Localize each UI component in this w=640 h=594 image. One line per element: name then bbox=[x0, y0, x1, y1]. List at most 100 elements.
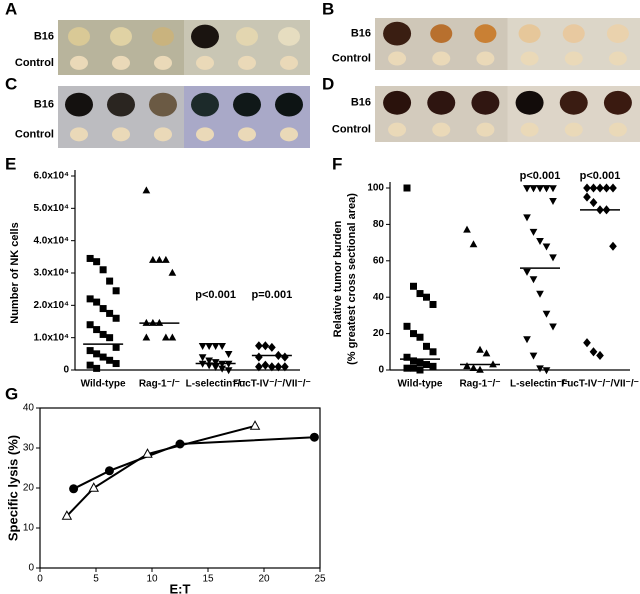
tumor bbox=[562, 24, 585, 43]
y-tick-label: 4.0x10⁴ bbox=[33, 235, 69, 246]
x-tick-label: Rag-1⁻/⁻ bbox=[459, 379, 500, 390]
control-sample bbox=[476, 51, 495, 66]
y-tick-label: 0 bbox=[378, 365, 384, 376]
row-label: Control bbox=[15, 128, 54, 140]
control-sample bbox=[388, 51, 407, 66]
panel-label: A bbox=[5, 0, 17, 18]
tumor bbox=[107, 92, 135, 117]
control-sample bbox=[238, 55, 256, 70]
point bbox=[476, 345, 484, 353]
tumor bbox=[110, 27, 132, 46]
point bbox=[523, 336, 531, 344]
x-tick-label: L-selectin⁻/⁻ bbox=[510, 379, 570, 390]
tumor bbox=[603, 90, 632, 115]
point bbox=[112, 287, 120, 295]
point bbox=[268, 362, 276, 372]
point bbox=[198, 354, 207, 362]
annotation: p<0.001 bbox=[195, 289, 236, 301]
point bbox=[529, 352, 538, 360]
tumor bbox=[68, 27, 90, 46]
control-sample bbox=[112, 127, 130, 142]
tumor bbox=[278, 27, 300, 46]
point bbox=[149, 255, 157, 263]
point bbox=[410, 364, 417, 372]
control-sample bbox=[388, 122, 407, 137]
point bbox=[596, 183, 604, 193]
point bbox=[224, 367, 233, 375]
point bbox=[93, 350, 101, 358]
point bbox=[602, 183, 611, 193]
x-tick-label: 10 bbox=[146, 574, 158, 585]
x-tick-label: Rag-1⁻/⁻ bbox=[139, 379, 180, 390]
point bbox=[211, 359, 220, 367]
point bbox=[162, 333, 170, 341]
point bbox=[261, 341, 270, 351]
point bbox=[309, 432, 319, 442]
point bbox=[410, 330, 417, 338]
tumor bbox=[515, 90, 544, 115]
x-tick-label: L-selectin⁻/⁻ bbox=[186, 379, 246, 390]
point bbox=[142, 333, 151, 341]
x-tick-label: Wild-type bbox=[81, 379, 126, 390]
control-sample bbox=[476, 122, 495, 137]
point bbox=[86, 295, 94, 303]
control-sample bbox=[112, 55, 130, 70]
y-tick-label: 3.0x10⁴ bbox=[33, 268, 69, 279]
control-sample bbox=[432, 51, 451, 66]
tumor bbox=[471, 90, 500, 115]
panel-label: C bbox=[5, 74, 17, 93]
point bbox=[93, 258, 101, 266]
control-sample bbox=[280, 127, 298, 142]
point bbox=[589, 183, 598, 193]
annotation: p<0.001 bbox=[580, 170, 621, 182]
point bbox=[423, 342, 430, 350]
control-sample bbox=[154, 55, 172, 70]
point bbox=[410, 357, 417, 365]
tumor bbox=[65, 92, 93, 117]
y-tick-label: 20 bbox=[23, 483, 35, 494]
tumor bbox=[233, 92, 261, 117]
point bbox=[589, 198, 598, 208]
point bbox=[104, 466, 114, 476]
point bbox=[274, 362, 283, 372]
point bbox=[106, 309, 114, 317]
point bbox=[281, 362, 289, 372]
point bbox=[463, 362, 471, 370]
series-line bbox=[66, 425, 256, 517]
point bbox=[198, 342, 207, 350]
y-axis-title: Number of NK cells bbox=[9, 222, 21, 323]
y-axis-title: (% greatest cross sectional area) bbox=[346, 193, 358, 365]
point bbox=[168, 268, 177, 276]
point bbox=[536, 365, 544, 373]
row-label: Control bbox=[15, 57, 54, 69]
panel-label: G bbox=[5, 384, 18, 403]
series-line bbox=[73, 436, 315, 490]
point bbox=[261, 360, 270, 370]
point bbox=[429, 362, 437, 370]
control-sample bbox=[564, 122, 583, 137]
tumor bbox=[559, 90, 588, 115]
point bbox=[142, 186, 151, 194]
x-tick-label: Wild-type bbox=[398, 379, 443, 390]
point bbox=[99, 266, 107, 274]
control-sample bbox=[196, 55, 214, 70]
y-tick-label: 100 bbox=[367, 183, 384, 194]
point bbox=[429, 300, 437, 308]
tumor bbox=[191, 92, 219, 117]
tumor bbox=[191, 24, 219, 49]
point bbox=[218, 365, 226, 373]
point bbox=[224, 351, 233, 359]
point bbox=[93, 298, 101, 306]
point bbox=[549, 197, 557, 205]
point bbox=[536, 290, 544, 298]
panel-label: B bbox=[322, 0, 334, 18]
y-tick-label: 10 bbox=[23, 523, 35, 534]
point bbox=[255, 341, 263, 351]
row-label: Control bbox=[332, 52, 371, 64]
point bbox=[86, 254, 94, 262]
point bbox=[542, 185, 551, 193]
point bbox=[255, 352, 263, 362]
point bbox=[106, 334, 114, 342]
